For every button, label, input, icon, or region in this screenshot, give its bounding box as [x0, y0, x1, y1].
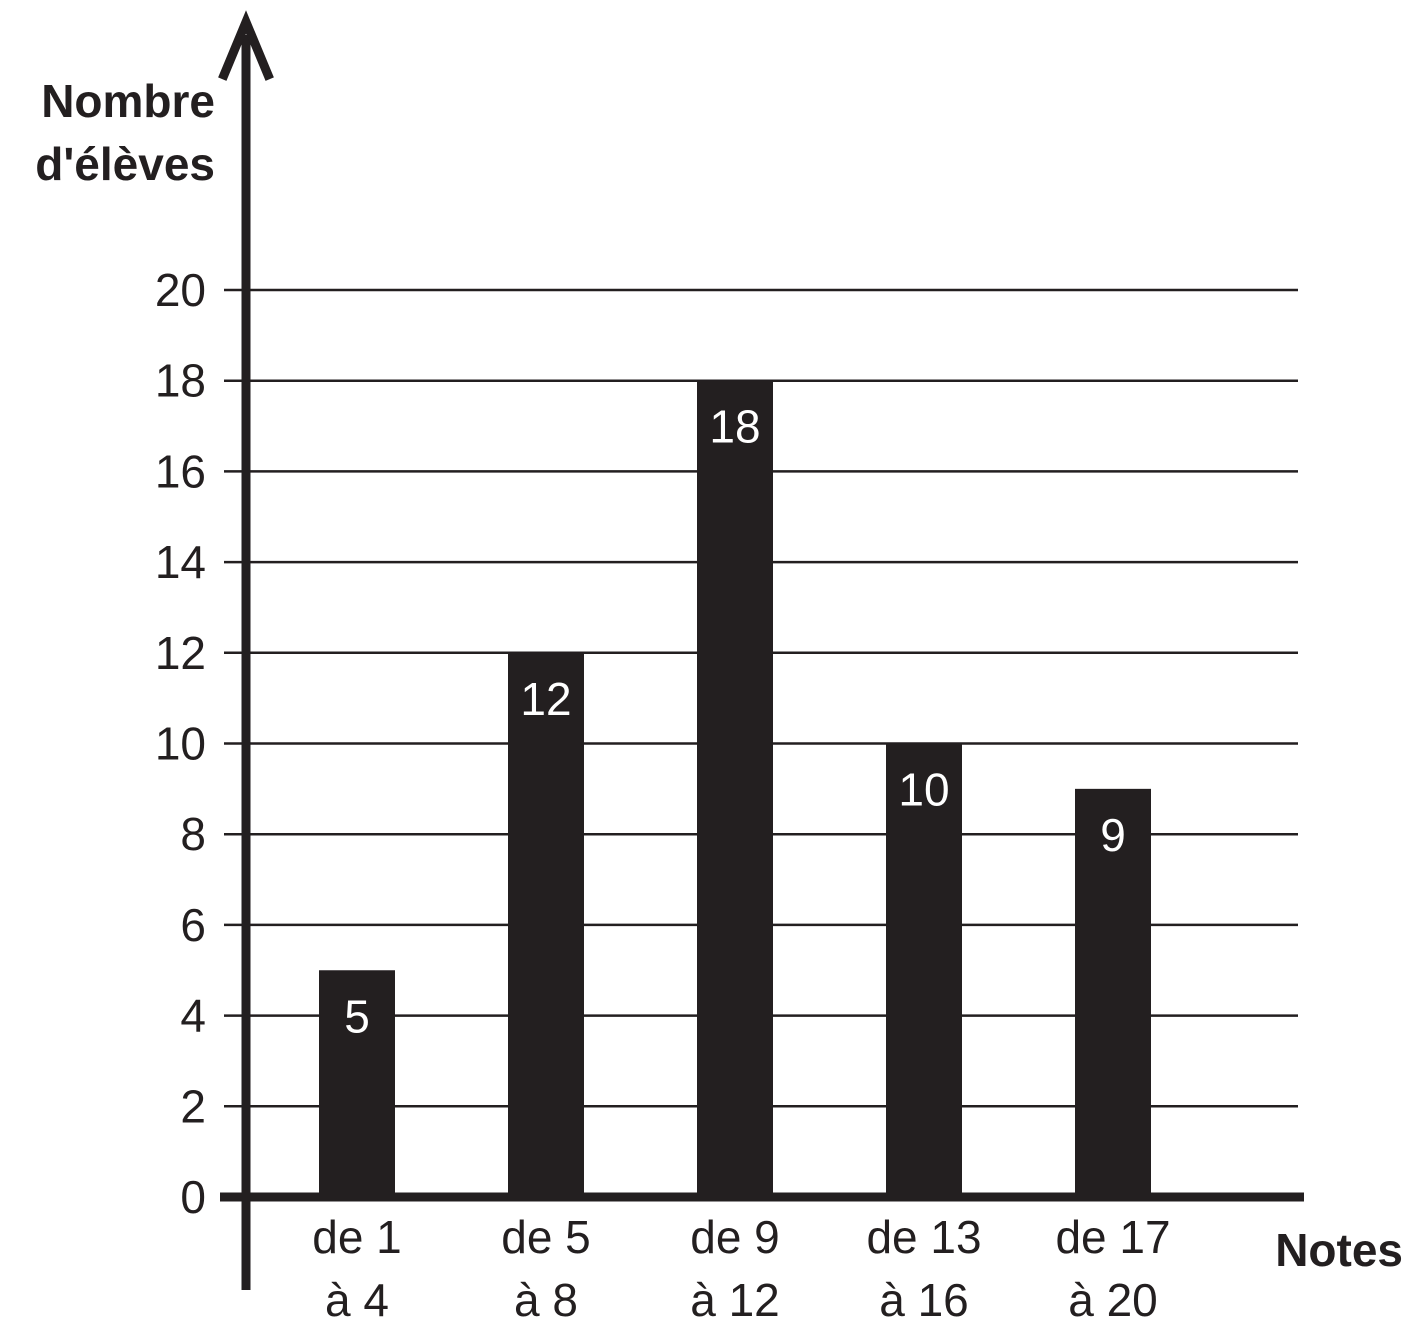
y-tick-label: 6	[180, 899, 206, 951]
bars: 5 12 18 10 9	[319, 380, 1151, 1197]
y-tick-label: 18	[155, 355, 206, 407]
bar-value-label: 10	[898, 764, 949, 816]
x-category-labels: de 1 à 4 de 5 à 8 de 9 à 12 de 13 à 16 de 17 à 20	[312, 1211, 1170, 1325]
bar-value-label: 18	[709, 401, 760, 453]
x-category-label: à 12	[690, 1274, 780, 1320]
y-axis-arrow-icon	[218, 10, 274, 81]
bar	[886, 743, 962, 1197]
x-category-label: à 20	[1068, 1274, 1158, 1320]
x-category-label: de 13	[866, 1211, 981, 1263]
y-tick-label: 8	[180, 808, 206, 860]
bar-value-label: 12	[520, 673, 571, 725]
y-axis-title-line-2: d'élèves	[35, 138, 215, 190]
y-tick-label: 2	[180, 1080, 206, 1132]
y-tick-label: 4	[180, 990, 206, 1042]
x-axis-title: Notes	[1275, 1224, 1403, 1276]
bar-value-label: 9	[1100, 809, 1126, 861]
y-tick-label: 14	[155, 536, 206, 588]
axes	[218, 10, 1304, 1290]
x-category-label: de 9	[690, 1211, 780, 1263]
bar	[319, 970, 395, 1197]
x-category-label: de 5	[501, 1211, 591, 1263]
y-tick-labels: 0 2 4 6 8 10 12 14 16 18 20	[155, 264, 206, 1223]
x-category-label: de 17	[1055, 1211, 1170, 1263]
y-tick-label: 16	[155, 445, 206, 497]
x-category-label: à 8	[514, 1274, 578, 1320]
y-tick-label: 0	[180, 1171, 206, 1223]
x-category-label: de 1	[312, 1211, 402, 1263]
labels: Nombre d'élèves Notes	[35, 75, 1403, 1276]
x-category-label: à 16	[879, 1274, 969, 1320]
bar	[508, 652, 584, 1197]
y-tick-label: 20	[155, 264, 206, 316]
y-tick-label: 12	[155, 627, 206, 679]
y-axis-title-line-1: Nombre	[41, 75, 215, 127]
y-tick-label: 10	[155, 718, 206, 770]
x-category-label: à 4	[325, 1274, 389, 1320]
bar	[697, 380, 773, 1197]
bar-value-label: 5	[344, 990, 370, 1042]
bar	[1075, 788, 1151, 1197]
